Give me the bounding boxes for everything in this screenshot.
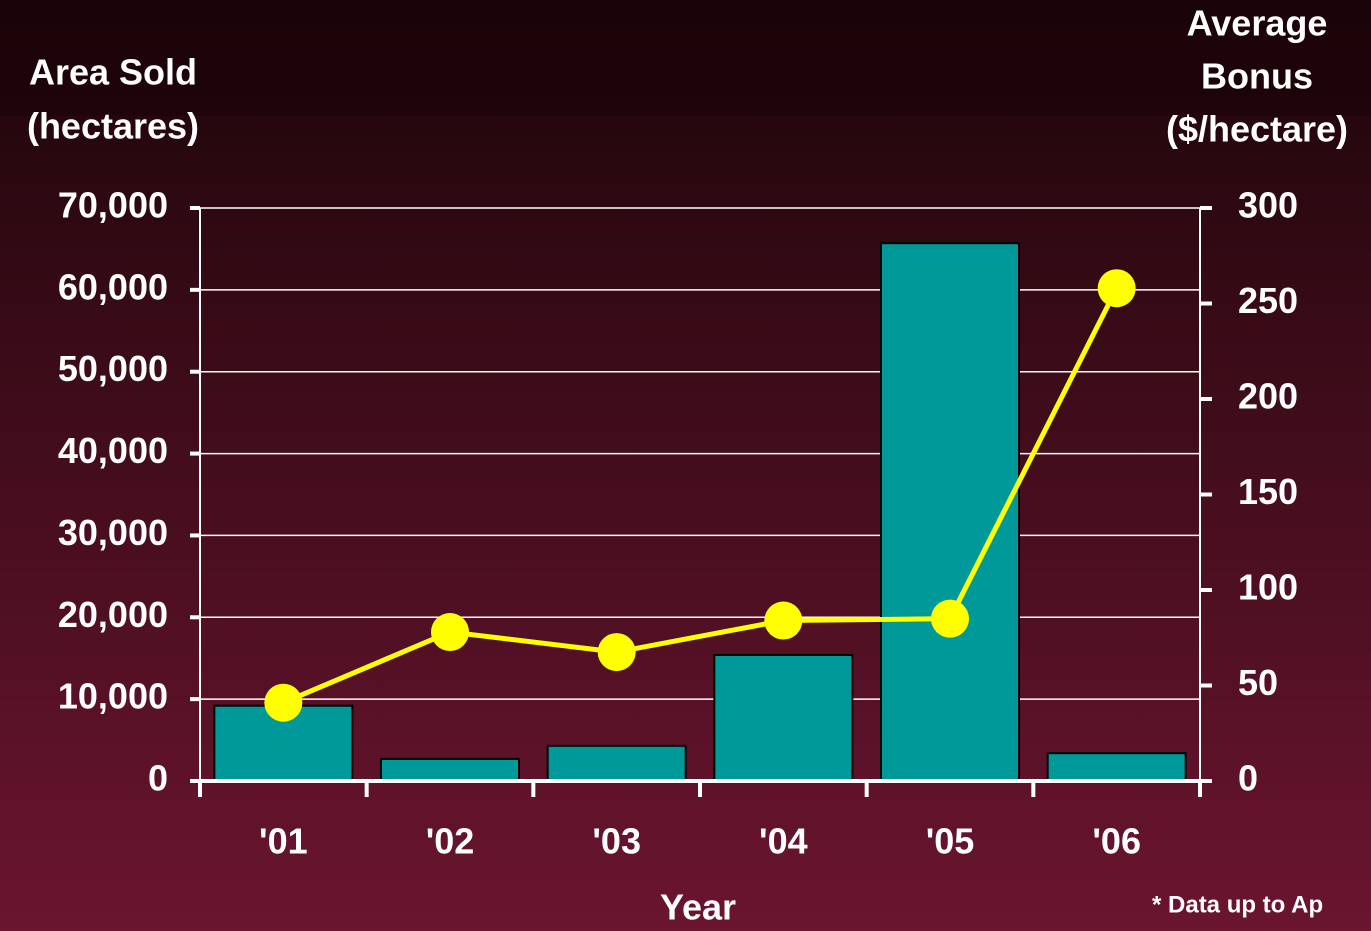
line-marker bbox=[597, 633, 636, 672]
y-tick-label: 40,000 bbox=[58, 430, 168, 471]
y2-tick-label: 150 bbox=[1238, 471, 1298, 512]
line bbox=[282, 287, 1119, 705]
bar bbox=[1046, 752, 1187, 783]
line-marker bbox=[1097, 269, 1136, 308]
x-tick-label: '03 bbox=[592, 821, 641, 862]
bar bbox=[880, 242, 1020, 783]
bar bbox=[380, 757, 520, 782]
x-tick-label: '05 bbox=[926, 821, 975, 862]
y-tick-label: 70,000 bbox=[58, 185, 168, 226]
y-tick-label: 10,000 bbox=[58, 676, 168, 717]
footnote: * Data up to Ap bbox=[1152, 891, 1323, 918]
bar bbox=[546, 744, 687, 783]
y-tick-label: 30,000 bbox=[58, 512, 168, 553]
y2-tick-label: 200 bbox=[1238, 376, 1298, 417]
x-tick-label: '01 bbox=[259, 821, 308, 862]
y-tick-label: 20,000 bbox=[58, 594, 168, 635]
header-band bbox=[0, 0, 1371, 116]
y2-tick-label: 250 bbox=[1238, 280, 1298, 321]
line-marker bbox=[264, 683, 303, 722]
x-tick-label: '06 bbox=[1092, 821, 1141, 862]
y-tick-label: 60,000 bbox=[58, 266, 168, 307]
y2-axis-title: Average bbox=[1187, 3, 1328, 44]
y2-tick-label: 100 bbox=[1238, 567, 1298, 608]
y2-tick-label: 50 bbox=[1238, 662, 1278, 703]
y-tick-label: 50,000 bbox=[58, 348, 168, 389]
y2-axis-title: ($/hectare) bbox=[1166, 109, 1348, 150]
line-marker bbox=[764, 601, 803, 640]
x-tick-label: '02 bbox=[426, 821, 475, 862]
y-axis-title: Area Sold bbox=[29, 52, 197, 93]
y2-tick-label: 0 bbox=[1238, 758, 1258, 799]
y2-tick-label: 300 bbox=[1238, 185, 1298, 226]
line-marker bbox=[431, 613, 469, 652]
y-tick-label: 0 bbox=[148, 758, 168, 799]
y2-axis-title: Bonus bbox=[1201, 56, 1313, 97]
bar bbox=[713, 653, 854, 782]
y-axis-title: (hectares) bbox=[27, 106, 199, 147]
x-tick-label: '04 bbox=[759, 821, 808, 862]
x-axis-title: Year bbox=[660, 887, 736, 928]
line-marker bbox=[931, 599, 969, 638]
